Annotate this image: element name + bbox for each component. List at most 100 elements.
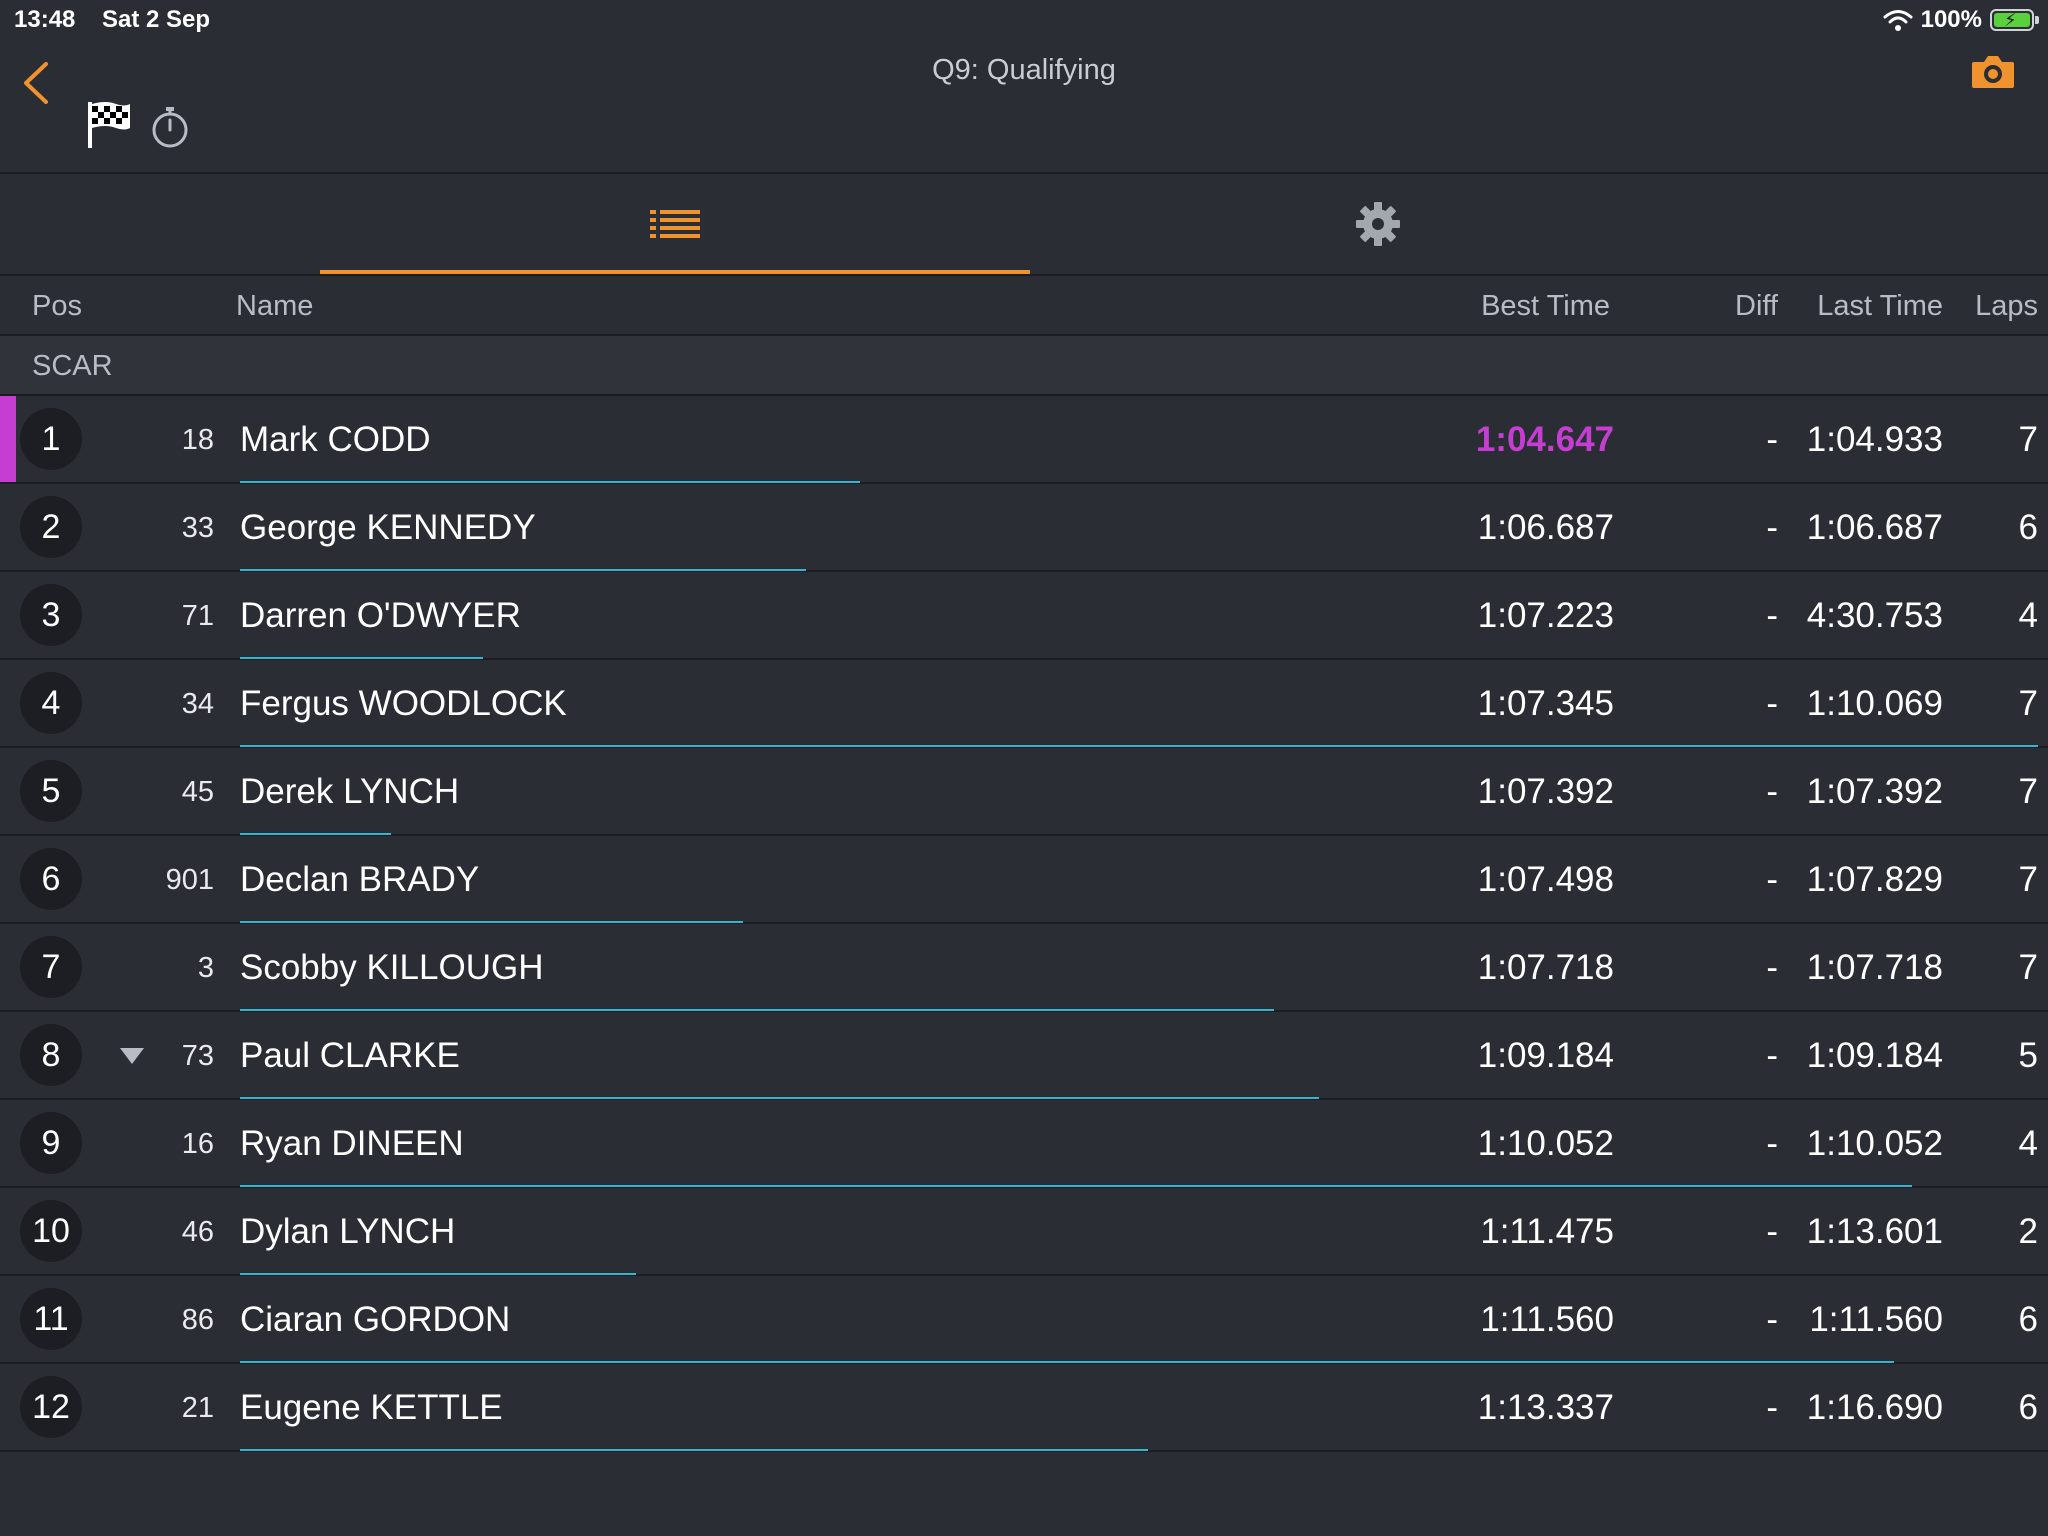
camera-button[interactable] (1970, 52, 2016, 92)
header-name[interactable]: Name (236, 290, 314, 322)
position-value: 12 (32, 1387, 70, 1426)
laps-count: 4 (2018, 596, 2038, 635)
back-button[interactable] (16, 58, 56, 108)
wifi-icon (1883, 10, 1913, 31)
lap-progress-bar (240, 1273, 636, 1275)
battery-percent: 100% (1920, 6, 1982, 33)
class-group-header: SCAR (0, 336, 2048, 396)
car-number: 71 (181, 600, 214, 632)
position-badge: 12 (20, 1376, 82, 1438)
best-time: 1:07.392 (1477, 772, 1614, 811)
tab-settings[interactable] (1030, 174, 1725, 274)
best-time: 1:07.498 (1477, 860, 1614, 899)
table-row[interactable]: 10 46 Dylan LYNCH 1:11.475 -1:13.601 2 (0, 1188, 2048, 1276)
header-laps[interactable]: Laps (1975, 290, 2038, 322)
list-icon (650, 210, 700, 238)
diff-value: - (1766, 860, 1778, 899)
lap-progress-bar (240, 745, 2038, 747)
position-value: 10 (32, 1211, 70, 1250)
driver-name: Scobby KILLOUGH (240, 948, 544, 987)
last-time: 1:07.829 (1806, 860, 1943, 899)
lap-progress-bar (240, 1009, 1274, 1011)
car-number: 86 (181, 1304, 214, 1336)
table-row[interactable]: 1 18 Mark CODD 1:04.647 -1:04.933 7 (0, 396, 2048, 484)
table-row[interactable]: 8 73 Paul CLARKE 1:09.184-1:09.184 5 (0, 1012, 2048, 1100)
last-time: 1:09.184 (1806, 1036, 1943, 1075)
nav-bar: Q9: Qualifying (0, 40, 2048, 174)
diff-value: - (1766, 948, 1778, 987)
header-last-time[interactable]: Last Time (1817, 290, 1943, 322)
diff-value: - (1766, 1300, 1778, 1339)
table-row[interactable]: 11 86 Ciaran GORDON 1:11.560-1:11.560 6 (0, 1276, 2048, 1364)
table-row[interactable]: 12 21 Eugene KETTLE 1:13.337 -1:16.690 6 (0, 1364, 2048, 1452)
table-row[interactable]: 9 16 Ryan DINEEN 1:10.052-1:10.052 4 (0, 1100, 2048, 1188)
lap-progress-bar (240, 1449, 1148, 1451)
position-value: 8 (41, 1035, 61, 1074)
header-diff[interactable]: Diff (1735, 290, 1778, 322)
best-time: 1:10.052 (1477, 1124, 1614, 1163)
driver-name: Paul CLARKE (240, 1036, 460, 1075)
last-time: 1:07.718 (1806, 948, 1943, 987)
driver-name: Ciaran GORDON (240, 1300, 511, 1339)
last-time: 1:10.069 (1806, 684, 1943, 723)
fastest-lap-marker (0, 396, 16, 482)
car-number: 73 (181, 1040, 214, 1072)
checkered-flag-icon[interactable] (86, 100, 132, 150)
position-badge: 6 (20, 848, 82, 910)
diff-value: - (1766, 420, 1778, 459)
position-badge: 1 (20, 408, 82, 470)
position-value: 3 (41, 595, 61, 634)
best-time: 1:04.647 (1475, 420, 1614, 459)
position-down-icon (120, 1048, 144, 1064)
last-time: 1:10.052 (1806, 1124, 1943, 1163)
stopwatch-icon[interactable] (148, 104, 192, 150)
best-time: 1:09.184 (1477, 1036, 1614, 1075)
laps-count: 7 (2018, 948, 2038, 987)
best-time: 1:06.687 (1477, 508, 1614, 547)
diff-value: - (1766, 1036, 1778, 1075)
diff-value: - (1766, 596, 1778, 635)
car-number: 18 (181, 424, 214, 456)
position-value: 1 (41, 419, 61, 458)
diff-value: - (1766, 772, 1778, 811)
position-badge: 11 (20, 1288, 82, 1350)
position-badge: 4 (20, 672, 82, 734)
driver-name: Dylan LYNCH (240, 1212, 456, 1251)
position-value: 11 (33, 1299, 69, 1338)
best-time: 1:07.718 (1477, 948, 1614, 987)
table-row[interactable]: 5 45 Derek LYNCH 1:07.392-1:07.392 7 (0, 748, 2048, 836)
position-badge: 10 (20, 1200, 82, 1262)
status-time: 13:48 (14, 6, 76, 33)
laps-count: 7 (2018, 772, 2038, 811)
car-number: 46 (181, 1216, 214, 1248)
laps-count: 7 (2018, 860, 2038, 899)
table-row[interactable]: 7 3 Scobby KILLOUGH 1:07.718-1:07.718 7 (0, 924, 2048, 1012)
driver-name: Fergus WOODLOCK (240, 684, 567, 723)
position-value: 4 (41, 683, 61, 722)
laps-count: 6 (2018, 1300, 2038, 1339)
driver-name: George KENNEDY (240, 508, 536, 547)
car-number: 45 (181, 776, 214, 808)
active-tab-indicator (320, 270, 1030, 274)
car-number: 34 (181, 688, 214, 720)
car-number: 33 (181, 512, 214, 544)
table-row[interactable]: 6 901 Declan BRADY 1:07.498 -1:07.829 7 (0, 836, 2048, 924)
table-header: Pos Name Best Time Diff Last Time Laps (0, 276, 2048, 336)
lap-progress-bar (240, 569, 806, 571)
gear-icon (1355, 202, 1400, 246)
best-time: 1:07.223 (1477, 596, 1614, 635)
tab-bar (0, 174, 2048, 276)
results-table: 1 18 Mark CODD 1:04.647-1:04.933 7 2 33 George … (0, 396, 2048, 1452)
diff-value: - (1766, 1212, 1778, 1251)
tab-results-list[interactable] (320, 174, 1030, 274)
best-time: 1:07.345 (1477, 684, 1614, 723)
table-row[interactable]: 3 71 Darren O'DWYER 1:07.223 -4:30.753 4 (0, 572, 2048, 660)
laps-count: 5 (2018, 1036, 2038, 1075)
table-row[interactable]: 4 34 Fergus WOODLOCK 1:07.345 -1:10.069 7 (0, 660, 2048, 748)
position-value: 2 (41, 507, 61, 546)
position-value: 7 (41, 947, 61, 986)
table-row[interactable]: 2 33 George KENNEDY 1:06.687-1:06.687 6 (0, 484, 2048, 572)
header-best-time[interactable]: Best Time (1481, 290, 1610, 322)
class-group-label: SCAR (32, 350, 113, 382)
header-pos[interactable]: Pos (32, 290, 82, 322)
